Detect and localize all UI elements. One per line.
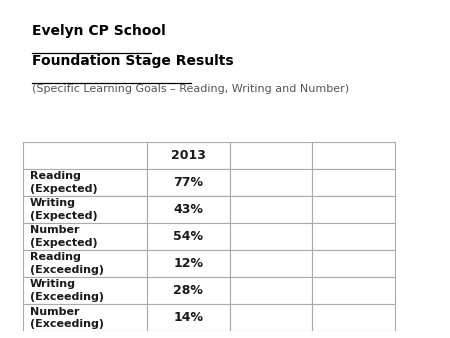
Bar: [230, 169, 312, 196]
Text: Evelyn CP School: Evelyn CP School: [32, 24, 165, 38]
Bar: [22, 250, 147, 277]
Bar: [147, 223, 230, 250]
Bar: [312, 223, 395, 250]
Bar: [22, 142, 147, 169]
Text: 43%: 43%: [173, 203, 203, 216]
Text: Writing
(Exceeding): Writing (Exceeding): [30, 280, 104, 302]
Bar: [230, 196, 312, 223]
Text: 28%: 28%: [173, 284, 203, 297]
Bar: [147, 304, 230, 331]
Text: Reading
(Expected): Reading (Expected): [30, 171, 98, 194]
Text: Number
(Exceeding): Number (Exceeding): [30, 307, 104, 329]
Bar: [22, 196, 147, 223]
Text: 2013: 2013: [171, 149, 206, 162]
Bar: [230, 304, 312, 331]
Bar: [312, 142, 395, 169]
Bar: [230, 277, 312, 304]
Bar: [312, 196, 395, 223]
Text: 14%: 14%: [173, 311, 203, 324]
Bar: [147, 250, 230, 277]
Bar: [312, 250, 395, 277]
Bar: [312, 169, 395, 196]
Text: Reading
(Exceeding): Reading (Exceeding): [30, 252, 104, 275]
Text: 12%: 12%: [173, 257, 203, 270]
Bar: [22, 223, 147, 250]
Bar: [147, 277, 230, 304]
Bar: [147, 169, 230, 196]
Text: (Specific Learning Goals – Reading, Writing and Number): (Specific Learning Goals – Reading, Writ…: [32, 84, 349, 95]
Bar: [230, 142, 312, 169]
Bar: [230, 223, 312, 250]
Text: 77%: 77%: [173, 176, 203, 189]
Bar: [22, 304, 147, 331]
Bar: [147, 142, 230, 169]
Bar: [22, 277, 147, 304]
Bar: [147, 196, 230, 223]
Bar: [312, 277, 395, 304]
Text: Foundation Stage Results: Foundation Stage Results: [32, 54, 233, 68]
Text: Number
(Expected): Number (Expected): [30, 225, 98, 248]
Bar: [22, 169, 147, 196]
Text: 54%: 54%: [173, 230, 203, 243]
Text: Writing
(Expected): Writing (Expected): [30, 198, 98, 221]
Bar: [230, 250, 312, 277]
Bar: [312, 304, 395, 331]
